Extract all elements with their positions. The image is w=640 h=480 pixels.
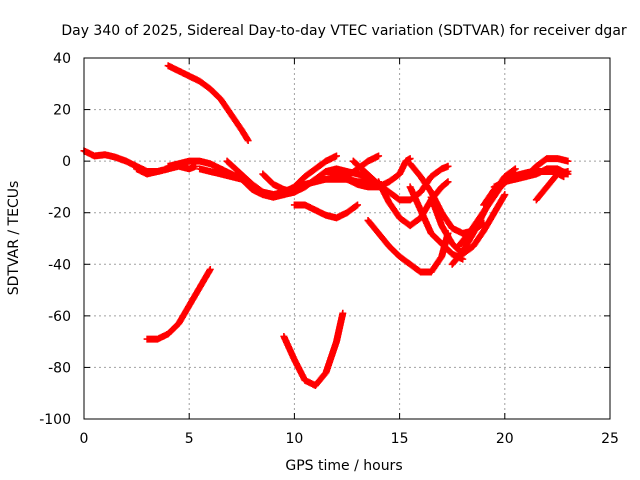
data-layer [80,62,572,389]
series-track-23 [280,309,347,389]
series-markers [280,309,347,389]
y-tick-label: -20 [48,206,71,222]
series-track-20 [480,165,572,209]
y-tick-label: 0 [62,154,71,170]
series-markers [532,167,572,204]
y-axis-label: SDTVAR / TECUs [6,181,22,296]
x-tick-label: 25 [601,431,619,447]
x-tick-label: 0 [80,431,89,447]
series-markers [290,201,362,222]
tick-layer: 0 5 10 15 20 25 -100 -80 -60 -40 -20 0 20 40 [39,51,619,447]
series-track-16 [406,183,467,263]
plot-border [83,57,611,420]
series-markers [143,265,214,343]
y-tick-label: 40 [53,51,71,67]
series-markers [406,183,467,263]
series-markers [196,165,298,199]
y-tick-label: -40 [48,257,71,273]
x-axis-label: GPS time / hours [285,458,402,474]
series-track-6 [196,165,298,199]
series-track-8 [290,201,362,222]
y-tick-label: 20 [53,103,71,119]
y-tick-label: -60 [48,309,71,325]
series-markers [164,62,252,145]
series-track-21 [532,167,572,204]
x-tick-label: 15 [391,431,409,447]
series-track-22 [143,265,214,343]
series-markers [480,165,572,209]
chart-title: Day 340 of 2025, Sidereal Day-to-day VTE… [61,23,627,39]
y-tick-label: -100 [39,412,71,428]
x-tick-label: 10 [285,431,303,447]
x-tick-label: 5 [185,431,194,447]
x-tick-label: 20 [496,431,514,447]
series-track-4 [164,62,252,145]
y-tick-label: -80 [48,360,71,376]
